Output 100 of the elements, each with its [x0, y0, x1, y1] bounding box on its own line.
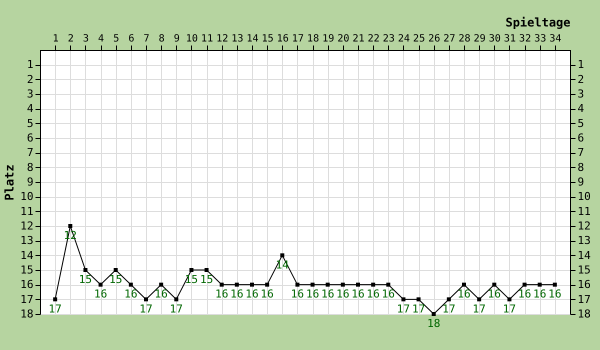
x-axis-title: Spieltage: [505, 16, 570, 30]
y-tick-label: 13: [20, 234, 34, 248]
data-label: 16: [306, 288, 320, 301]
point: [189, 268, 194, 272]
y-tick-label: 18: [20, 308, 34, 320]
y2-tick-label: 3: [578, 88, 584, 100]
data-label: 15: [200, 273, 214, 286]
point: [538, 282, 542, 287]
x-tick-label: 29: [474, 34, 486, 44]
point: [144, 297, 148, 302]
data-label: 17: [412, 302, 426, 316]
point: [68, 224, 72, 228]
y2-tick-label: 4: [578, 102, 584, 116]
y-tick-label: 10: [20, 190, 34, 204]
y2-tick-label: 9: [578, 176, 584, 188]
data-label: 16: [245, 288, 259, 301]
x-tick-label: 3: [82, 34, 89, 44]
point: [204, 268, 209, 272]
x-tick-label: 11: [201, 34, 214, 44]
data-label: 16: [321, 288, 334, 301]
x-tick-label: 5: [113, 34, 120, 44]
data-label: 17: [139, 302, 153, 316]
x-tick-label: 24: [398, 34, 410, 44]
y-tick-label: 5: [26, 116, 34, 130]
x-tick-label: 28: [458, 34, 471, 44]
point: [114, 268, 118, 272]
point: [552, 282, 557, 287]
x-tick-label: 9: [174, 34, 180, 44]
y-axis-title: Platz: [2, 164, 16, 201]
x-tick-label: 1: [52, 34, 59, 44]
x-tick-label: 27: [443, 34, 456, 44]
point: [477, 297, 482, 302]
y-tick-label: 14: [20, 248, 34, 262]
y2-tick-label: 10: [578, 190, 591, 204]
y-tick-label: 17: [20, 292, 34, 306]
data-label: 16: [351, 288, 365, 301]
x-tick-label: 15: [262, 34, 274, 44]
point: [220, 282, 224, 287]
point: [401, 297, 406, 302]
x-tick-label: 16: [276, 34, 289, 44]
y2-tick-label: 11: [578, 204, 591, 218]
x-tick-label: 2: [68, 34, 74, 44]
x-tick-label: 26: [428, 34, 440, 44]
x-tick-label: 34: [549, 34, 562, 44]
x-tick-label: 17: [292, 34, 304, 44]
data-label: 16: [215, 288, 228, 301]
data-label: 16: [548, 288, 562, 301]
point: [416, 297, 421, 302]
x-tick-label: 10: [186, 34, 198, 44]
x-tick-label: 23: [382, 34, 395, 44]
data-label: 16: [230, 288, 244, 301]
y2-tick-label: 6: [578, 132, 584, 144]
data-label: 16: [488, 288, 501, 301]
x-tick-label: 14: [246, 34, 259, 44]
y-tick-label: 12: [20, 220, 34, 232]
point: [310, 282, 315, 287]
point: [250, 282, 254, 287]
point: [174, 297, 178, 302]
x-tick-label: 12: [216, 34, 228, 44]
y2-tick-label: 15: [578, 264, 591, 276]
y2-tick-label: 2: [578, 72, 584, 86]
data-label: 16: [124, 288, 138, 301]
x-tick-label: 21: [352, 34, 365, 44]
y2-tick-label: 18: [578, 308, 591, 320]
data-label: 16: [336, 288, 350, 301]
data-label: 18: [427, 317, 440, 330]
point: [265, 282, 270, 287]
y-tick-label: 3: [26, 88, 34, 100]
data-label: 16: [94, 288, 108, 301]
y2-tick-label: 16: [578, 278, 591, 292]
point: [462, 282, 466, 287]
data-label: 17: [396, 302, 410, 316]
y2-tick-label: 12: [578, 220, 591, 232]
data-label: 15: [109, 273, 122, 286]
y-tick-label: 4: [26, 102, 34, 116]
data-label: 16: [518, 288, 532, 301]
x-tick-label: 4: [98, 34, 104, 44]
point: [432, 312, 436, 316]
y2-tick-label: 5: [578, 116, 584, 130]
y2-tick-label: 14: [578, 248, 592, 262]
point: [371, 282, 376, 287]
point: [98, 282, 103, 287]
y-tick-label: 7: [26, 146, 34, 160]
point: [492, 282, 496, 287]
x-tick-label: 25: [413, 34, 426, 44]
x-tick-label: 8: [158, 34, 165, 44]
y2-tick-label: 7: [578, 146, 584, 160]
x-tick-label: 18: [307, 34, 320, 44]
point: [326, 282, 330, 287]
x-tick-label: 31: [504, 34, 516, 44]
y2-tick-label: 8: [578, 160, 584, 174]
data-label: 16: [154, 288, 168, 301]
data-label: 17: [502, 302, 516, 316]
data-label: 15: [184, 273, 198, 286]
x-tick-label: 22: [368, 34, 380, 44]
y-tick-label: 16: [20, 278, 34, 292]
y-tick-label: 8: [26, 160, 34, 174]
x-tick-label: 19: [322, 34, 334, 44]
point: [53, 297, 58, 302]
x-tick-label: 20: [337, 34, 350, 44]
